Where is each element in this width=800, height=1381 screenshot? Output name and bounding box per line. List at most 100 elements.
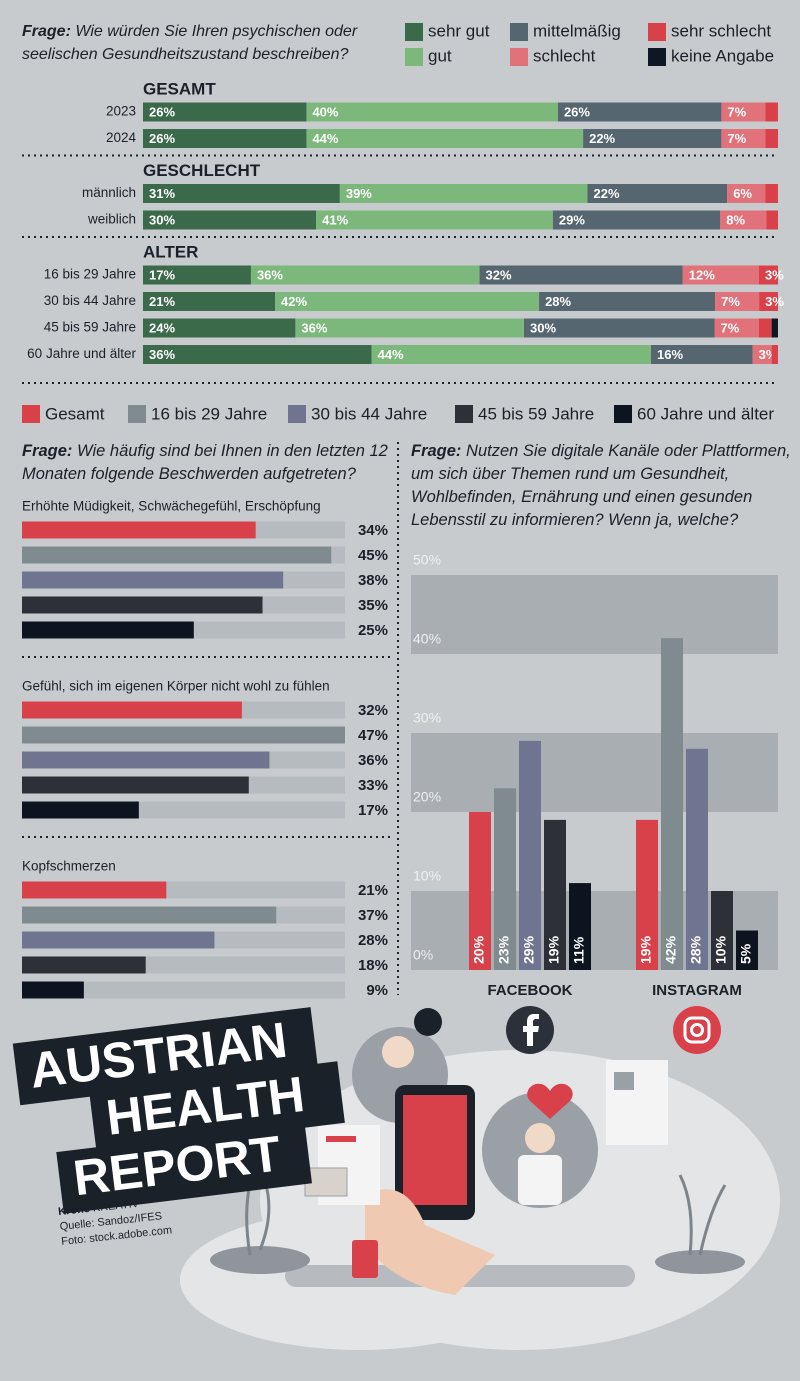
bar-segment [727,184,766,203]
value-label: 22% [594,186,620,201]
value-label: 28% [545,294,571,309]
value-label: 42% [281,294,307,309]
value-label: 16% [657,347,683,362]
grid-band [411,654,778,733]
value-label: 8% [726,212,745,227]
heart [527,1083,573,1119]
bar-segment [143,318,296,338]
x-tick-label: FACEBOOK [487,982,572,999]
banner-bg [12,1007,319,1106]
bar [22,881,167,899]
bar [22,726,345,744]
grid-band [411,575,778,654]
bar-segment [759,292,778,311]
question-label: Frage: [22,23,71,40]
y-tick-label: 30% [413,710,441,726]
legend-swatch [288,405,306,423]
y-tick-label: 20% [413,789,441,805]
bar-segment [583,129,722,148]
bar-segment [765,129,778,148]
bar-segment [143,265,251,285]
bar [686,748,708,970]
x-tick-label: INSTAGRAM [652,982,742,999]
bar-segment [371,345,651,364]
legend-label: 45 bis 59 Jahre [478,404,594,423]
category-label: Gefühl, sich im eigenen Körper nicht woh… [22,679,330,694]
value-label: 7% [727,104,746,119]
value-label: 11% [571,936,587,964]
grid-band [411,733,778,812]
legend-label: sehr schlecht [671,21,771,40]
bar-segment [143,210,317,230]
row-label: 30 bis 44 Jahre [44,293,136,308]
value-label: 20% [471,935,487,964]
y-tick-label: 50% [413,552,441,568]
bar [22,801,139,819]
facebook-logo [523,1014,539,1046]
y-tick-label: 0% [413,947,433,963]
y-tick-label: 10% [413,868,441,884]
hand [365,1189,495,1295]
value-label: 32% [358,702,388,719]
value-label: 40% [312,104,338,119]
bar [736,930,758,970]
value-label: 41% [322,212,348,227]
bar [22,906,277,924]
bar [22,621,194,639]
bar-segment [250,265,480,285]
bar-segment [720,210,767,230]
bar [22,776,249,794]
bar-segment [721,129,766,148]
bar-segment [682,265,759,285]
value-label: 5% [738,943,754,964]
brand-suffix: KREATIV [92,1198,140,1215]
group-header: GESCHLECHT [143,161,261,180]
value-label: 30% [530,320,556,335]
bar-segment [306,129,584,148]
value-label: 44% [312,131,338,146]
bar-segment [752,345,772,364]
question-label: Frage: [22,442,73,460]
value-label: 18% [358,957,388,974]
question-3: Frage: Nutzen Sie digitale Kanäle oder P… [411,440,791,532]
value-label: 45% [358,547,388,564]
value-label: 29% [559,212,585,227]
value-label: 6% [733,186,752,201]
instagram-icon [673,1006,721,1054]
bar [22,521,256,539]
banner-bg [56,1121,312,1214]
value-label: 21% [358,882,388,899]
instagram-logo [683,1016,711,1044]
bar [22,956,146,974]
value-label: 32% [486,267,512,282]
value-label: 7% [721,320,740,335]
bar-track [22,981,345,999]
row-label: weiblich [87,212,136,227]
value-label: 37% [358,907,388,924]
bar-segment [306,102,558,122]
bar-segment [143,102,307,122]
speech-bubble [414,1008,442,1036]
document-image [614,1072,634,1090]
legend-label: 60 Jahre und älter [637,404,774,423]
bar-segment [651,345,753,364]
row-label: 16 bis 29 Jahre [44,267,136,282]
question-2: Frage: Wie häufig sind bei Ihnen in den … [22,440,397,486]
row-label: männlich [82,185,136,200]
row-label: 2024 [106,130,137,145]
doctor-coat [518,1155,562,1205]
instagram-lens [690,1023,704,1037]
value-label: 3% [765,294,784,309]
bar [22,981,84,999]
value-label: 23% [496,935,512,964]
value-label: 47% [358,727,388,744]
bar-segment [524,318,715,338]
bar-segment [758,318,772,338]
bar [22,571,284,589]
doctor-head [525,1123,555,1153]
value-label: 44% [378,347,404,362]
bar-segment [721,102,766,122]
legend-swatch [22,405,40,423]
bar-segment [295,318,524,338]
